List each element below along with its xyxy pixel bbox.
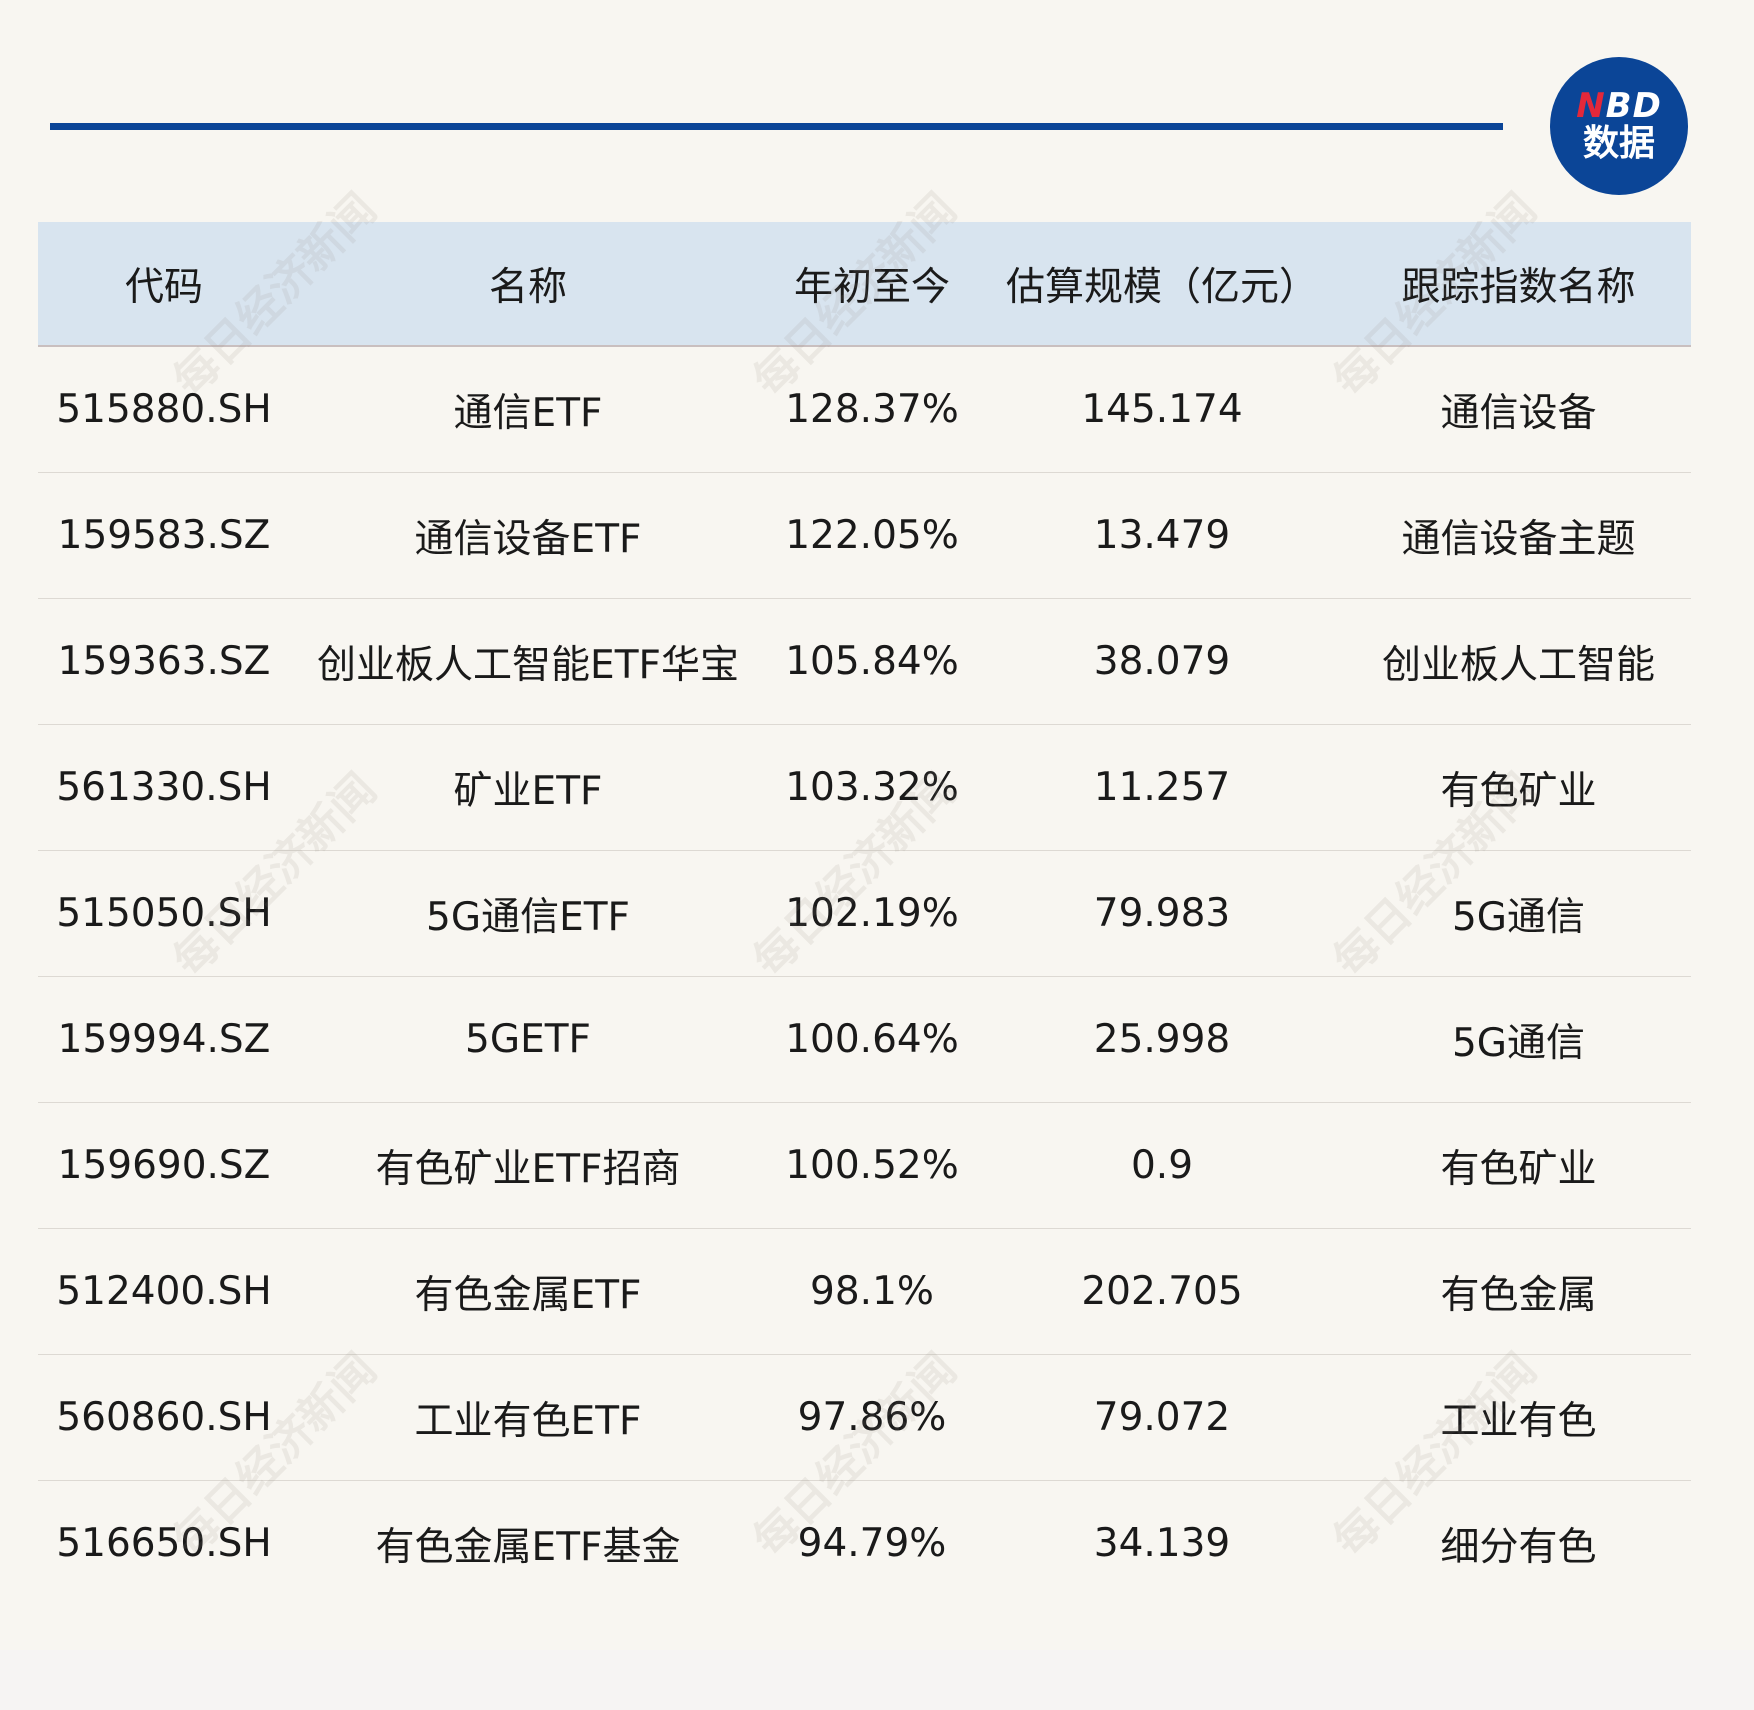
cell-ytd: 103.32%	[785, 765, 959, 810]
cell-size: 25.998	[1093, 1017, 1231, 1062]
table-row: 512400.SH 有色金属ETF 98.1% 202.705 有色金属	[38, 1229, 1691, 1355]
table-row: 516650.SH 有色金属ETF基金 94.79% 34.139 细分有色	[38, 1481, 1691, 1606]
table-row: 159363.SZ 创业板人工智能ETF华宝 105.84% 38.079 创业板人工智…	[38, 599, 1691, 725]
cell-ytd: 100.52%	[785, 1143, 959, 1188]
cell-name: 矿业ETF	[453, 768, 603, 814]
cell-index: 有色金属	[1440, 1272, 1597, 1318]
cell-index: 细分有色	[1440, 1524, 1597, 1570]
cell-ytd: 94.79%	[797, 1521, 947, 1566]
cell-size: 79.072	[1093, 1395, 1231, 1440]
table-row: 515880.SH 通信ETF 128.37% 145.174 通信设备	[38, 347, 1691, 473]
cell-code: 159690.SZ	[57, 1143, 271, 1188]
cell-code: 515880.SH	[56, 387, 272, 432]
logo-data-text: 数据	[1582, 122, 1655, 164]
cell-size: 79.983	[1093, 891, 1231, 936]
etf-table: 代码 名称 年初至今 估算规模（亿元） 跟踪指数名称 515880.SH 通信ET…	[38, 222, 1691, 1606]
table-row: 515050.SH 5G通信ETF 102.19% 79.983 5G通信	[38, 851, 1691, 977]
cell-code: 560860.SH	[56, 1395, 272, 1440]
cell-name: 通信设备ETF	[414, 516, 642, 562]
cell-index: 有色矿业	[1440, 768, 1597, 814]
logo-n: N	[1576, 86, 1606, 127]
cell-code: 515050.SH	[56, 891, 272, 936]
cell-size: 38.079	[1093, 639, 1231, 684]
cell-name: 工业有色ETF	[414, 1398, 642, 1444]
cell-ytd: 98.1%	[810, 1269, 934, 1314]
bottom-band	[0, 1650, 1754, 1710]
cell-ytd: 100.64%	[785, 1017, 959, 1062]
cell-size: 145.174	[1081, 387, 1243, 432]
cell-size: 13.479	[1093, 513, 1231, 558]
cell-ytd: 105.84%	[785, 639, 959, 684]
table-row: 159690.SZ 有色矿业ETF招商 100.52% 0.9 有色矿业	[38, 1103, 1691, 1229]
cell-code: 159583.SZ	[57, 513, 271, 558]
cell-name: 通信ETF	[453, 390, 603, 436]
header-ytd: 年初至今	[793, 264, 950, 310]
cell-code: 159363.SZ	[57, 639, 271, 684]
cell-name: 5G通信ETF	[426, 894, 630, 940]
cell-name: 5GETF	[465, 1017, 591, 1062]
cell-name: 创业板人工智能ETF华宝	[317, 642, 739, 688]
cell-ytd: 122.05%	[785, 513, 959, 558]
table-row: 159583.SZ 通信设备ETF 122.05% 13.479 通信设备主题	[38, 473, 1691, 599]
header-index: 跟踪指数名称	[1401, 264, 1636, 310]
header-size: 估算规模（亿元）	[1005, 264, 1318, 310]
cell-size: 11.257	[1093, 765, 1231, 810]
cell-index: 创业板人工智能	[1381, 642, 1655, 688]
cell-index: 有色矿业	[1440, 1146, 1597, 1192]
logo-bd: BD	[1605, 86, 1662, 127]
nbd-data-logo: NBD 数据	[1550, 57, 1688, 195]
header-rule	[50, 123, 1503, 130]
cell-size: 34.139	[1093, 1521, 1231, 1566]
cell-index: 5G通信	[1451, 1020, 1586, 1066]
cell-size: 202.705	[1081, 1269, 1243, 1314]
cell-code: 561330.SH	[56, 765, 272, 810]
cell-index: 通信设备主题	[1401, 516, 1636, 562]
cell-size: 0.9	[1130, 1143, 1194, 1188]
table-row: 561330.SH 矿业ETF 103.32% 11.257 有色矿业	[38, 725, 1691, 851]
cell-ytd: 102.19%	[785, 891, 959, 936]
cell-ytd: 97.86%	[797, 1395, 947, 1440]
header-name: 名称	[488, 264, 567, 310]
cell-index: 工业有色	[1440, 1398, 1597, 1444]
cell-name: 有色金属ETF	[414, 1272, 642, 1318]
cell-index: 通信设备	[1440, 390, 1597, 436]
cell-name: 有色矿业ETF招商	[375, 1146, 681, 1192]
table-row: 159994.SZ 5GETF 100.64% 25.998 5G通信	[38, 977, 1691, 1103]
table-row: 560860.SH 工业有色ETF 97.86% 79.072 工业有色	[38, 1355, 1691, 1481]
header-code: 代码	[124, 264, 203, 310]
table-header: 代码 名称 年初至今 估算规模（亿元） 跟踪指数名称	[38, 222, 1691, 347]
cell-index: 5G通信	[1451, 894, 1586, 940]
cell-ytd: 128.37%	[785, 387, 959, 432]
cell-code: 516650.SH	[56, 1521, 272, 1566]
cell-code: 159994.SZ	[57, 1017, 271, 1062]
cell-code: 512400.SH	[56, 1269, 272, 1314]
cell-name: 有色金属ETF基金	[375, 1524, 681, 1570]
